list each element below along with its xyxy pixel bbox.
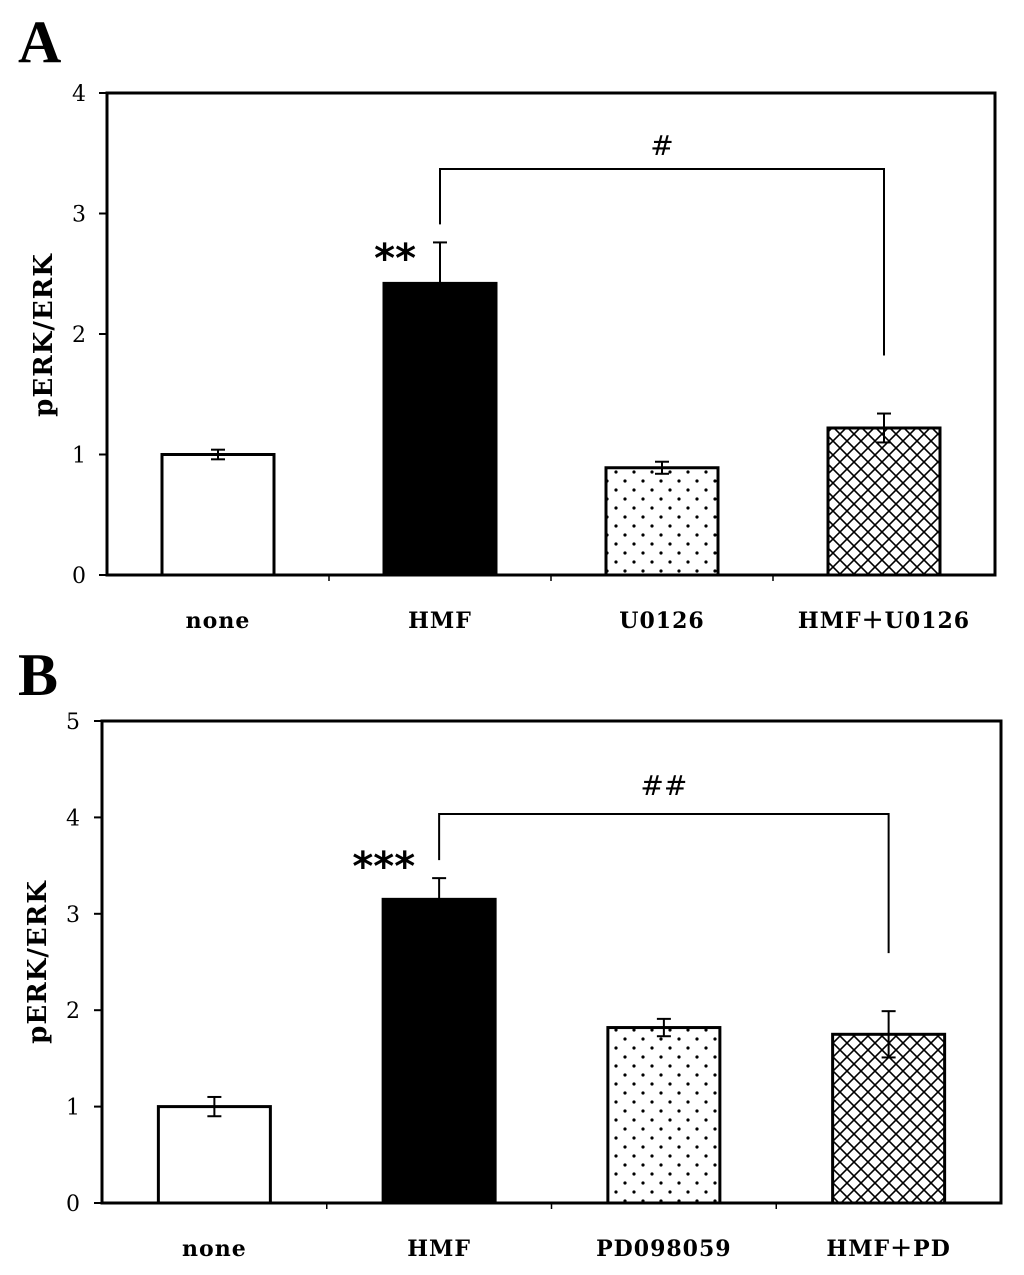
- y-tick-label: 0: [72, 564, 86, 589]
- bar: [160, 453, 276, 577]
- y-ticks-a: 0 1 2 3 4: [72, 82, 774, 589]
- bar: [381, 897, 497, 1205]
- y-tick-label: 5: [66, 710, 80, 735]
- panel-letter-b: B: [18, 642, 58, 708]
- comparison-bracket: [438, 813, 890, 954]
- category-label: HMF＋PD: [826, 1236, 950, 1262]
- category-label: PD098059: [596, 1236, 731, 1262]
- y-tick-label: 3: [72, 203, 86, 228]
- panel-a: A pERK/ERK 0 1 2 3 4 none HMF U0126 HMF＋U0126 *…: [18, 9, 997, 634]
- y-axis-label-b: pERK/ERK: [23, 880, 53, 1044]
- bar: [156, 1105, 272, 1205]
- annotations-b: *** ##: [352, 769, 890, 954]
- significance-hash: ##: [640, 769, 687, 802]
- category-labels-b: none HMF PD098059 HMF＋PD: [182, 1236, 950, 1262]
- category-label: none: [182, 1236, 247, 1262]
- bar: [382, 281, 498, 577]
- y-tick-label: 2: [66, 999, 80, 1024]
- y-axis-label-a: pERK/ERK: [29, 253, 59, 417]
- significance-stars: **: [374, 236, 416, 282]
- panel-letter-a: A: [18, 9, 61, 75]
- y-tick-label: 2: [72, 323, 86, 348]
- y-tick-label: 4: [72, 82, 86, 107]
- y-tick-label: 4: [66, 806, 80, 831]
- category-label: U0126: [619, 608, 704, 634]
- y-tick-label: 0: [66, 1192, 80, 1217]
- y-tick-label: 1: [66, 1096, 80, 1121]
- comparison-bracket: [439, 168, 885, 356]
- bars-b: [156, 877, 947, 1205]
- category-label: HMF: [408, 608, 472, 634]
- bar: [826, 426, 942, 577]
- category-labels-a: none HMF U0126 HMF＋U0126: [186, 608, 970, 634]
- category-label: HMF: [407, 1236, 471, 1262]
- y-tick-label: 3: [66, 903, 80, 928]
- bar: [831, 1032, 947, 1205]
- category-label: HMF＋U0126: [798, 608, 970, 634]
- significance-stars: ***: [352, 844, 415, 890]
- bar: [606, 1026, 722, 1205]
- y-tick-label: 1: [72, 444, 86, 469]
- bars-a: [160, 241, 942, 577]
- bar: [604, 466, 720, 577]
- category-label: none: [186, 608, 251, 634]
- significance-hash: #: [650, 129, 673, 162]
- annotations-a: ** #: [374, 129, 885, 356]
- y-ticks-b: 0 1 2 3 4 5: [66, 710, 777, 1217]
